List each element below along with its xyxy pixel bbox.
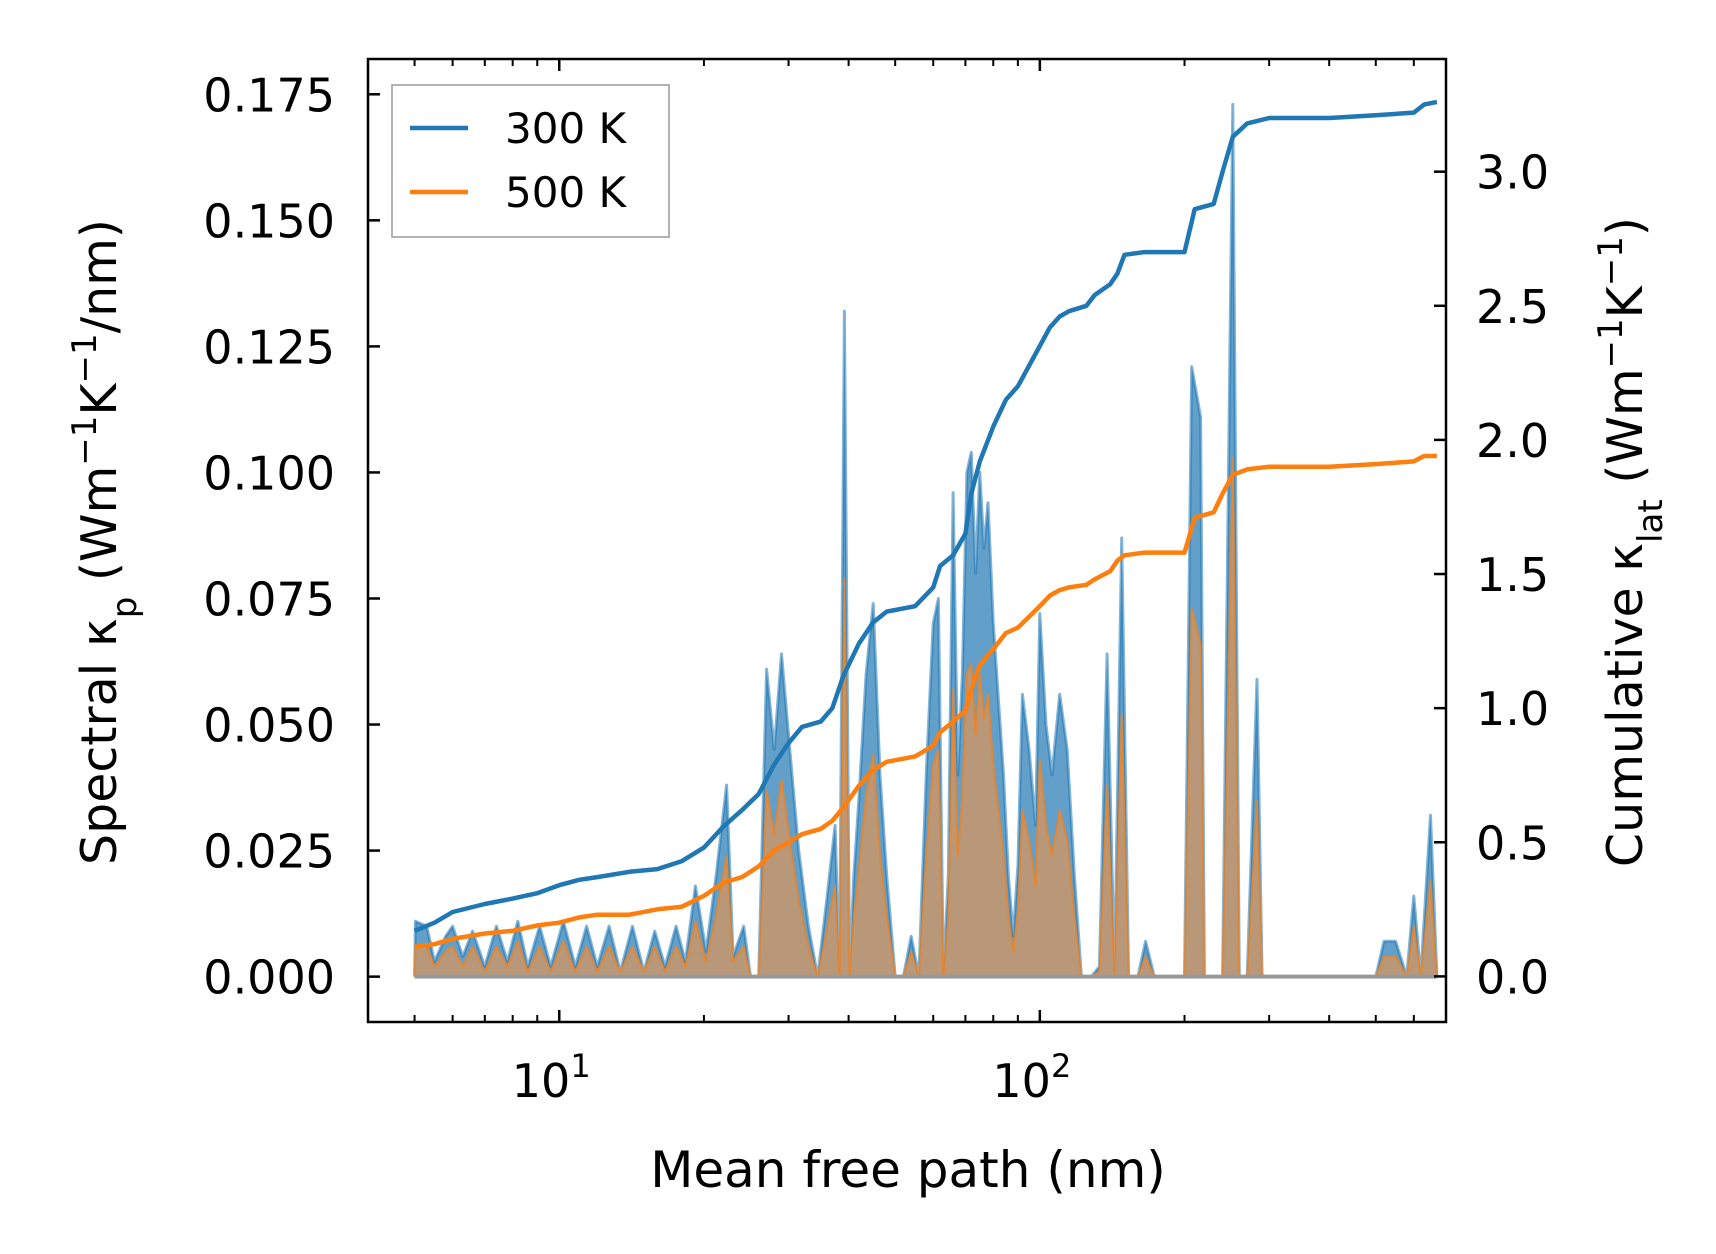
- y-left-tick-label: 0.150: [203, 194, 335, 248]
- legend-label-300k: 300 K: [505, 104, 628, 153]
- y-left-tick-label: 0.050: [203, 699, 335, 753]
- y-right-axis-label: Cumulative κlat (Wm−1K−1): [1591, 217, 1671, 867]
- x-axis-label: Mean free path (nm): [650, 1141, 1166, 1199]
- legend-label-500k: 500 K: [505, 168, 628, 217]
- y-left-tick-label: 0.100: [203, 446, 335, 500]
- y-right-tick-label: 2.5: [1476, 280, 1549, 334]
- plot-area: [413, 99, 1439, 979]
- y-right-tick-label: 0.5: [1476, 816, 1549, 870]
- spectral-line-500k: [413, 456, 1438, 978]
- axes: 0.000 0.025 0.050 0.075 0.100 0.125 0.150 0.175…: [203, 59, 1549, 1108]
- spectral-area-500k: [414, 457, 1437, 977]
- y-left-tick-label: 0.000: [203, 951, 335, 1005]
- y-left-tick-label: 0.025: [203, 825, 335, 879]
- spectral-line-300k: [413, 102, 1439, 979]
- y-left-tick-label: 0.125: [203, 320, 335, 374]
- y-right-tick-label: 3.0: [1476, 146, 1549, 200]
- y-left-axis-label: Spectral κp (Wm−1K−1/nm): [65, 219, 145, 865]
- y-right-tick-label: 0.0: [1476, 950, 1549, 1004]
- cumulative-line-500k: [414, 453, 1437, 950]
- x-tick-label: 101: [512, 1047, 591, 1108]
- y-right-tick-label: 1.0: [1476, 682, 1549, 736]
- y-right-tick-label: 2.0: [1476, 414, 1549, 468]
- y-left-tick-label: 0.075: [203, 572, 335, 626]
- x-tick-label: 102: [992, 1047, 1071, 1108]
- legend-frame: [391, 84, 670, 238]
- y-right-tick-label: 1.5: [1476, 548, 1549, 602]
- legend: 300 K 500 K: [391, 84, 670, 238]
- plot-frame: [366, 57, 1448, 1024]
- cumulative-line-300k: [413, 99, 1438, 933]
- y-left-tick-label: 0.175: [203, 68, 335, 122]
